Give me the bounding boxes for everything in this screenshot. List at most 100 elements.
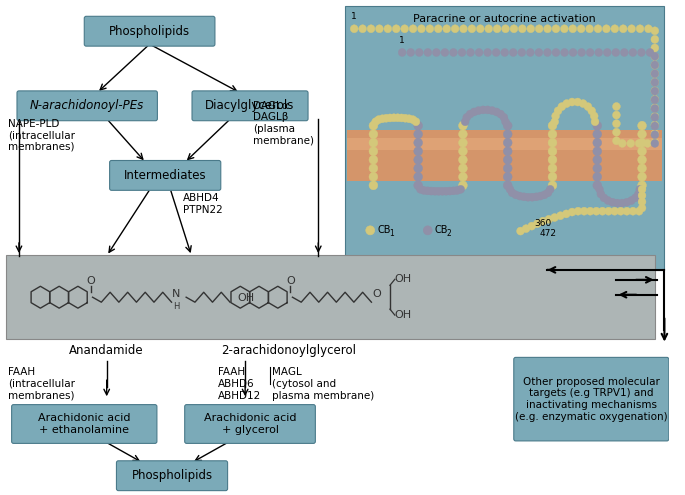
Circle shape [593, 181, 601, 190]
Circle shape [503, 155, 512, 164]
Circle shape [384, 25, 392, 33]
Circle shape [375, 116, 383, 124]
Circle shape [548, 164, 557, 173]
Circle shape [638, 147, 647, 156]
Circle shape [458, 172, 467, 181]
Circle shape [435, 187, 443, 195]
Circle shape [424, 187, 432, 195]
Circle shape [544, 25, 551, 33]
Circle shape [627, 25, 636, 33]
Circle shape [503, 121, 512, 130]
Circle shape [458, 164, 467, 173]
Circle shape [619, 25, 627, 33]
Text: Phospholipids: Phospholipids [109, 25, 190, 38]
Circle shape [627, 140, 634, 148]
Circle shape [548, 147, 557, 156]
Circle shape [593, 138, 601, 147]
Circle shape [591, 118, 599, 126]
Circle shape [458, 130, 467, 139]
Circle shape [458, 49, 466, 56]
Circle shape [554, 107, 562, 115]
Circle shape [556, 212, 564, 220]
Circle shape [386, 114, 394, 122]
Circle shape [651, 104, 659, 112]
Text: CB: CB [377, 225, 390, 235]
Circle shape [593, 172, 601, 181]
Circle shape [651, 36, 659, 44]
Circle shape [619, 140, 626, 148]
Circle shape [372, 118, 379, 126]
Circle shape [621, 49, 628, 56]
Circle shape [588, 107, 596, 115]
Circle shape [603, 49, 611, 56]
Circle shape [432, 49, 440, 56]
Text: Anandamide: Anandamide [69, 345, 144, 357]
Circle shape [577, 25, 585, 33]
Circle shape [503, 164, 512, 173]
Text: ABHD4
PTPN22: ABHD4 PTPN22 [183, 194, 223, 215]
Circle shape [475, 49, 483, 56]
Circle shape [497, 110, 505, 118]
Circle shape [651, 70, 659, 78]
Circle shape [493, 25, 501, 33]
Circle shape [638, 185, 646, 194]
Circle shape [636, 25, 644, 33]
FancyBboxPatch shape [84, 16, 215, 46]
Circle shape [409, 116, 416, 124]
Circle shape [638, 164, 647, 173]
Circle shape [382, 114, 390, 122]
Circle shape [493, 108, 501, 116]
Circle shape [484, 106, 492, 114]
Text: 360: 360 [534, 219, 551, 228]
Circle shape [593, 164, 601, 173]
Circle shape [449, 49, 458, 56]
Circle shape [580, 99, 587, 107]
Circle shape [503, 130, 512, 139]
Circle shape [552, 49, 560, 56]
Text: Diacylglycerols: Diacylglycerols [206, 99, 295, 112]
Circle shape [501, 25, 510, 33]
Circle shape [539, 217, 547, 225]
Circle shape [535, 25, 543, 33]
Text: O: O [286, 276, 295, 286]
Circle shape [638, 121, 647, 130]
Circle shape [651, 78, 659, 86]
Text: NAPE-PLD
(intracellular
membranes): NAPE-PLD (intracellular membranes) [8, 119, 75, 152]
Circle shape [461, 118, 469, 126]
Circle shape [397, 114, 406, 122]
Circle shape [510, 49, 517, 56]
Circle shape [485, 25, 493, 33]
Circle shape [401, 25, 408, 33]
Circle shape [586, 49, 594, 56]
Circle shape [638, 198, 646, 206]
Circle shape [597, 190, 605, 198]
Circle shape [522, 225, 530, 233]
Circle shape [412, 118, 420, 126]
Circle shape [600, 194, 608, 202]
Circle shape [540, 191, 548, 199]
Circle shape [617, 207, 625, 215]
Circle shape [394, 114, 401, 122]
Circle shape [407, 49, 414, 56]
Circle shape [593, 155, 601, 164]
Circle shape [369, 130, 378, 139]
Circle shape [638, 204, 646, 212]
Circle shape [443, 25, 451, 33]
Circle shape [493, 49, 500, 56]
Circle shape [453, 187, 461, 195]
Circle shape [651, 87, 659, 95]
Circle shape [595, 185, 603, 194]
Circle shape [651, 61, 659, 69]
Circle shape [603, 25, 610, 33]
Circle shape [547, 185, 554, 194]
Circle shape [366, 226, 375, 235]
Circle shape [651, 52, 659, 60]
Circle shape [604, 197, 612, 204]
Text: 472: 472 [540, 229, 557, 238]
Circle shape [508, 189, 516, 197]
Text: OH: OH [395, 310, 412, 320]
Circle shape [350, 25, 358, 33]
Circle shape [632, 194, 639, 202]
Circle shape [543, 49, 551, 56]
FancyBboxPatch shape [185, 404, 315, 444]
